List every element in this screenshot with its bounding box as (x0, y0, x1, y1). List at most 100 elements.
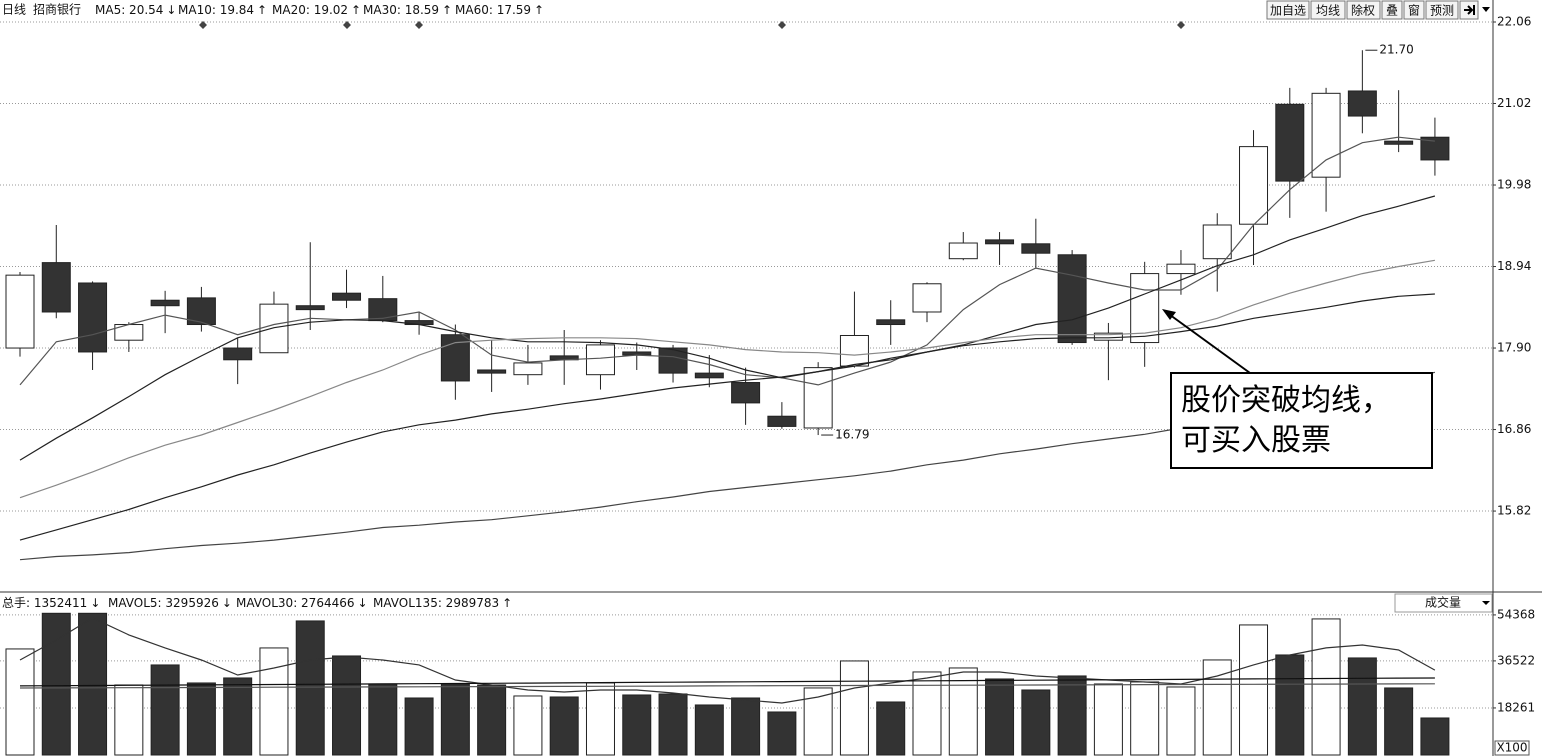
volume-bar (440, 683, 470, 756)
legend-label: MA5: 20.54 (95, 3, 163, 17)
button-label[interactable]: 均线 (1316, 4, 1340, 18)
volume-bar (295, 620, 325, 756)
y-tick-label: 17.90 (1497, 341, 1531, 355)
legend-entry: MA30: 18.59 ↑ (363, 3, 452, 17)
legend-label: MA20: 19.02 (272, 3, 348, 17)
legend-label: MA10: 19.84 (178, 3, 254, 17)
annotation: 股价突破均线， 可买入股票 (1162, 309, 1433, 469)
dropdown-icon[interactable] (1482, 7, 1490, 12)
volume-bar (549, 696, 579, 756)
candle-body (585, 344, 615, 376)
ma-line (19, 617, 1436, 704)
volume-bar (1275, 654, 1305, 756)
volume-bar (41, 612, 71, 756)
ma-line (19, 136, 1435, 386)
button[interactable] (1381, 0, 1403, 20)
volume-bar (948, 667, 978, 756)
volume-bar (513, 695, 543, 756)
volume-bar (1420, 717, 1450, 756)
candle-body (259, 303, 289, 354)
legend-trend: ↓ (222, 596, 232, 610)
ma-line (19, 195, 1436, 461)
legend-trend: ↓ (166, 3, 176, 17)
dropdown-label[interactable]: 成交量 (1425, 595, 1461, 610)
volume-header: 总手: 1352411 ↓ (2, 596, 100, 610)
volume-bar (1166, 686, 1196, 756)
extreme-label: 21.70 (1379, 43, 1413, 57)
stock-name: 招商银行 (33, 2, 81, 17)
candle-body (694, 372, 724, 379)
legend-entry: MA5: 20.54 ↓ (95, 3, 176, 17)
legend-entry: MAVOL30: 2764466 ↓ (236, 596, 368, 610)
button-label[interactable]: 加自选 (1270, 4, 1306, 18)
candle-body (1202, 224, 1232, 260)
event-marker (415, 21, 423, 29)
y-tick-label: 16.86 (1497, 422, 1531, 436)
extreme-label: 16.79 (835, 428, 869, 442)
volume-bar (694, 704, 724, 756)
volume-bar (5, 648, 35, 756)
candle-body (223, 347, 253, 361)
y-tick-label: 18261 (1497, 700, 1535, 714)
volume-bar (767, 711, 797, 756)
volume-bar (803, 687, 833, 756)
candle-body (1347, 90, 1377, 117)
candle-body (839, 334, 869, 367)
volume-bar (1093, 683, 1123, 756)
candle-body (1057, 254, 1087, 344)
button[interactable] (1403, 0, 1425, 20)
volume-bar (332, 655, 362, 756)
candle-body (368, 298, 398, 322)
unit-label: X100 (1496, 741, 1527, 755)
dropdown[interactable] (1394, 593, 1493, 613)
volume-bar (1311, 618, 1341, 756)
volume-bar (1021, 689, 1051, 756)
button[interactable] (1425, 0, 1459, 20)
candle-body (767, 415, 797, 427)
legend-trend: ↑ (442, 3, 452, 17)
button-label[interactable]: 叠 (1386, 4, 1398, 18)
volume-trend: ↓ (90, 596, 100, 610)
volume-bar (404, 697, 434, 756)
legend-label: MAVOL30: 2764466 (236, 596, 355, 610)
candle-body (1420, 136, 1450, 161)
y-tick-label: 22.06 (1497, 15, 1531, 29)
legend-entry: MA20: 19.02 ↑ (272, 3, 361, 17)
candle-body (477, 369, 507, 374)
candle-body (295, 305, 325, 311)
button-label[interactable]: 窗 (1408, 4, 1420, 18)
button[interactable] (1310, 0, 1346, 20)
ma-line (19, 259, 1436, 499)
candle-body (150, 299, 180, 307)
volume-bar (1202, 659, 1232, 756)
y-tick-label: 19.98 (1497, 178, 1531, 192)
legend-trend: ↓ (358, 596, 368, 610)
volume-bar (839, 660, 869, 756)
event-marker (778, 21, 786, 29)
volume-bar (912, 671, 942, 756)
volume-bar (368, 683, 398, 756)
legend-trend: ↑ (534, 3, 544, 17)
volume-bar (114, 684, 144, 756)
y-tick-label: 54368 (1497, 607, 1535, 621)
dropdown-icon[interactable] (1482, 601, 1490, 605)
candle-body (5, 274, 35, 349)
button-label[interactable]: 除权 (1351, 3, 1375, 18)
candle-body (332, 292, 362, 301)
button[interactable] (1266, 0, 1310, 20)
button[interactable] (1346, 0, 1381, 20)
unit-box (1494, 740, 1530, 756)
candle-body (1311, 92, 1341, 178)
y-tick-label: 21.02 (1497, 96, 1531, 110)
candle-body (78, 282, 108, 353)
indicator-select[interactable]: 成交量 (1394, 593, 1493, 613)
candle-body (948, 242, 978, 260)
volume-bar (1130, 681, 1160, 756)
legend-trend: ↑ (351, 3, 361, 17)
button-label[interactable]: 预测 (1430, 4, 1454, 18)
volume-bar (1347, 657, 1377, 756)
candle-body (985, 239, 1015, 245)
volume-bar (1384, 687, 1414, 756)
candle-body (876, 319, 906, 326)
candle-body (1166, 263, 1196, 275)
